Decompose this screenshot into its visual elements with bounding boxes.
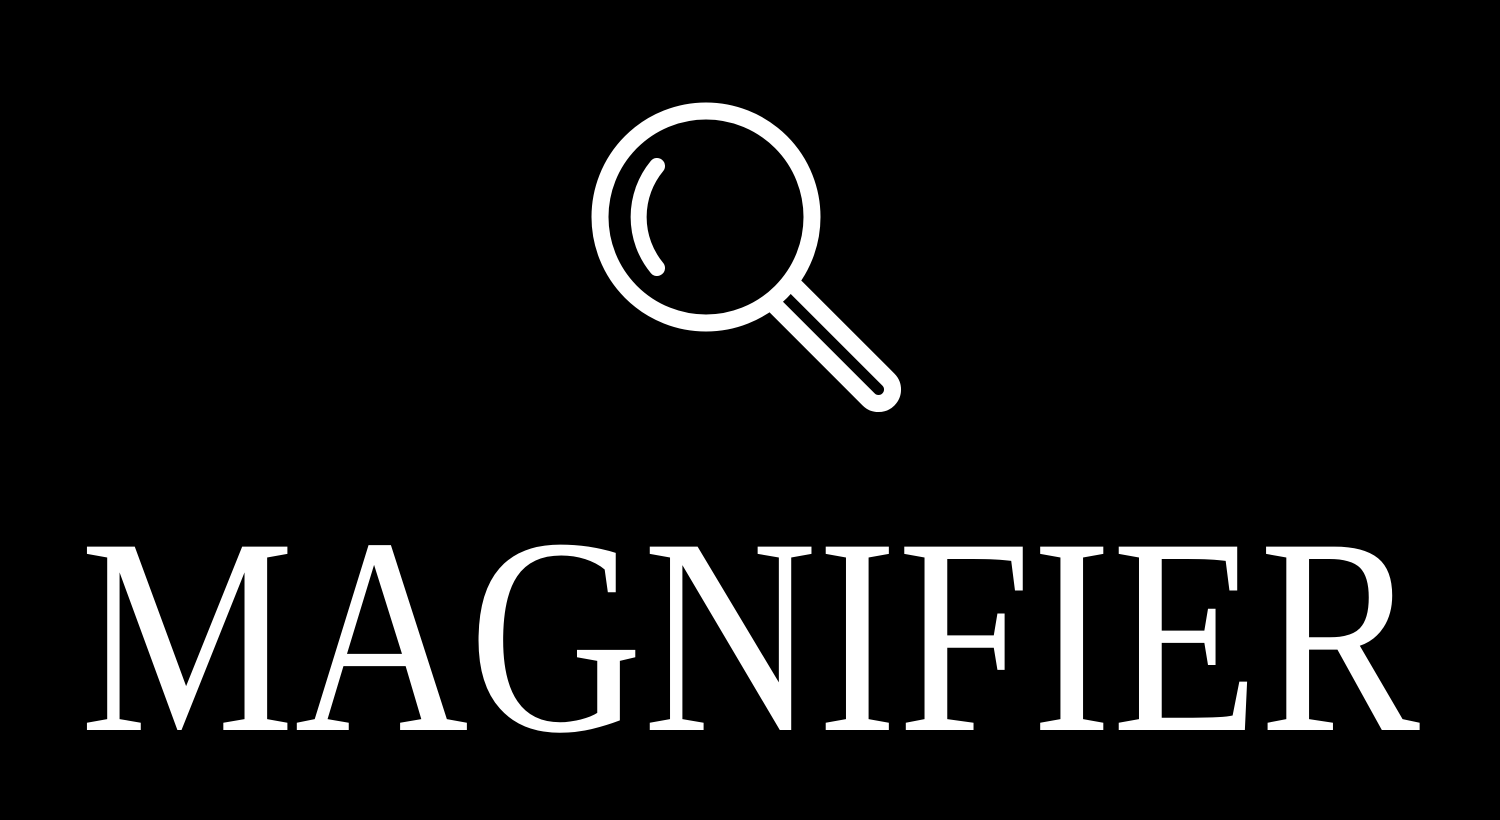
magnifier-icon	[591, 102, 902, 413]
logo-title: MAGNIFIER	[80, 480, 1421, 791]
lens-glare	[630, 158, 665, 276]
